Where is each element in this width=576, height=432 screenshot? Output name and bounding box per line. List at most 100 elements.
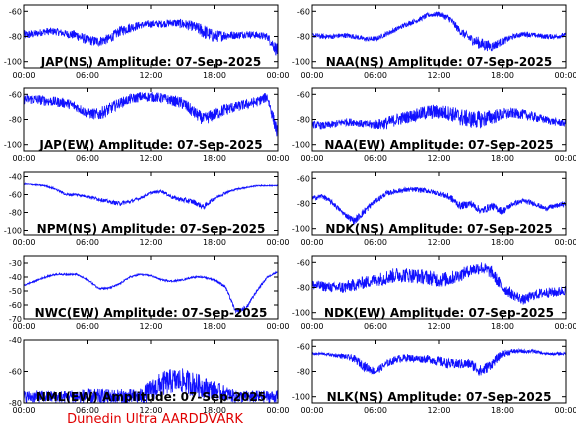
- x-tick-label: 00:00: [554, 406, 576, 415]
- panel-title: NAA(NS) Amplitude: 07-Sep-2025: [326, 55, 552, 69]
- y-tick-label: -100: [4, 58, 22, 67]
- x-tick-label: 12:00: [427, 71, 450, 80]
- x-tick-label: 12:00: [139, 154, 162, 163]
- footer-label: Dunedin Ultra AARDDVARK: [67, 412, 243, 427]
- y-tick-label: -60: [9, 301, 22, 310]
- x-tick-label: 00:00: [300, 406, 323, 415]
- panel-title: NML(EW) Amplitude: 07-Sep-2025: [36, 390, 266, 404]
- x-tick-label: 12:00: [139, 322, 162, 331]
- trace-group: [312, 104, 566, 130]
- y-tick-label: -80: [9, 33, 22, 42]
- x-tick-label: 00:00: [266, 406, 289, 415]
- y-tick-label: -100: [292, 58, 310, 67]
- chart-panel: -60 -80 -100 00:00 06:00 12:00 18:00 00:00NDK(N…: [292, 171, 576, 247]
- y-tick-label: -40: [9, 273, 22, 282]
- x-tick-label: 00:00: [554, 238, 576, 247]
- x-tick-label: 00:00: [12, 406, 35, 415]
- x-tick-label: 00:00: [300, 71, 323, 80]
- panel-title: JAP(NS) Amplitude: 07-Sep-2025: [40, 55, 261, 69]
- panel-title: NLK(NS) Amplitude: 07-Sep-2025: [327, 390, 552, 404]
- panel-title: NDK(EW) Amplitude: 07-Sep-2025: [324, 306, 554, 320]
- y-tick-label: -60: [9, 7, 22, 16]
- x-tick-label: 06:00: [364, 238, 387, 247]
- amplitude-trace: [312, 347, 566, 376]
- panel-title: NWC(EW) Amplitude: 07-Sep-2025: [35, 306, 268, 320]
- x-tick-label: 18:00: [491, 71, 514, 80]
- x-tick-label: 00:00: [554, 322, 576, 331]
- y-tick-label: -60: [9, 90, 22, 99]
- panel-title: NDK(NS) Amplitude: 07-Sep-2025: [325, 222, 552, 236]
- x-tick-label: 18:00: [203, 154, 226, 163]
- chart-panel: -60 -80 -100 00:00 06:00 12:00 18:00 00:00 JAP(N…: [4, 4, 290, 80]
- y-tick-label: -100: [292, 393, 310, 402]
- y-tick-label: -80: [297, 33, 310, 42]
- y-tick-label: -50: [9, 287, 22, 296]
- x-tick-label: 06:00: [76, 154, 99, 163]
- x-tick-label: 12:00: [139, 71, 162, 80]
- x-tick-label: 12:00: [427, 154, 450, 163]
- y-tick-label: -100: [292, 309, 310, 318]
- trace-group: [24, 182, 278, 210]
- y-tick-label: -80: [9, 116, 22, 125]
- x-tick-label: 00:00: [554, 154, 576, 163]
- panel-title: JAP(EW) Amplitude: 07-Sep-2025: [38, 138, 262, 152]
- amplitude-trace: [24, 18, 278, 56]
- y-tick-label: -100: [292, 225, 310, 234]
- amplitude-trace: [312, 262, 566, 305]
- x-tick-label: 00:00: [266, 154, 289, 163]
- y-tick-label: -60: [297, 174, 310, 183]
- x-tick-label: 18:00: [491, 154, 514, 163]
- y-tick-label: -60: [9, 368, 22, 377]
- trace-group: [312, 347, 566, 376]
- x-tick-label: 06:00: [364, 154, 387, 163]
- amplitude-trace: [24, 91, 278, 137]
- x-tick-label: 06:00: [76, 238, 99, 247]
- x-tick-label: 12:00: [427, 238, 450, 247]
- x-tick-label: 12:00: [139, 406, 162, 415]
- x-tick-label: 18:00: [491, 406, 514, 415]
- x-tick-label: 06:00: [364, 406, 387, 415]
- y-tick-label: -80: [297, 284, 310, 293]
- x-tick-label: 06:00: [364, 322, 387, 331]
- y-tick-label: -60: [9, 191, 22, 200]
- x-tick-label: 00:00: [12, 154, 35, 163]
- y-tick-label: -80: [9, 399, 22, 408]
- y-tick-label: -60: [297, 90, 310, 99]
- x-tick-label: 18:00: [203, 322, 226, 331]
- y-tick-label: -100: [292, 141, 310, 150]
- chart-panel: -60 -80 -100 00:00 06:00 12:00 18:00 00:00NAA(E…: [292, 87, 576, 163]
- x-tick-label: 00:00: [300, 238, 323, 247]
- y-tick-label: -80: [297, 116, 310, 125]
- y-tick-label: -40: [9, 336, 22, 345]
- chart-panel: -40 -60 -80 -100 00:00 06:00 12:00 18:00 00:00NP…: [4, 171, 290, 247]
- x-tick-label: 00:00: [12, 322, 35, 331]
- trace-group: [312, 186, 566, 226]
- x-tick-label: 06:00: [76, 406, 99, 415]
- trace-group: [312, 11, 566, 52]
- amplitude-trace: [312, 11, 566, 52]
- x-tick-label: 18:00: [491, 322, 514, 331]
- x-tick-label: 18:00: [491, 238, 514, 247]
- panel-title: NPM(NS) Amplitude: 07-Sep-2025: [37, 222, 266, 236]
- y-tick-label: -100: [4, 141, 22, 150]
- x-tick-label: 00:00: [266, 71, 289, 80]
- y-tick-label: -60: [297, 7, 310, 16]
- amplitude-trace: [312, 104, 566, 130]
- y-tick-label: -100: [4, 227, 22, 236]
- amplitude-trace: [312, 186, 566, 226]
- x-tick-label: 00:00: [300, 322, 323, 331]
- x-tick-label: 00:00: [554, 71, 576, 80]
- trace-group: [24, 368, 278, 403]
- y-tick-label: -60: [297, 342, 310, 351]
- x-tick-label: 18:00: [203, 406, 226, 415]
- trace-group: [312, 262, 566, 305]
- x-tick-label: 06:00: [76, 71, 99, 80]
- trace-group: [24, 270, 278, 314]
- amplitude-trace: [24, 182, 278, 210]
- y-tick-label: -40: [9, 173, 22, 182]
- chart-panel: -60 -80 -100 00:00 06:00 12:00 18:00 00:00NAA(N…: [292, 4, 576, 80]
